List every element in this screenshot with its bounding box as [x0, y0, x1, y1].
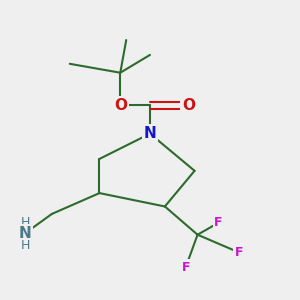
Text: N: N: [144, 126, 156, 141]
Text: N: N: [19, 226, 31, 241]
Text: F: F: [214, 216, 223, 229]
Text: F: F: [182, 261, 190, 274]
Text: F: F: [235, 246, 243, 259]
Text: O: O: [114, 98, 127, 113]
Text: O: O: [182, 98, 195, 113]
Text: H: H: [20, 216, 30, 229]
Text: H: H: [20, 238, 30, 252]
